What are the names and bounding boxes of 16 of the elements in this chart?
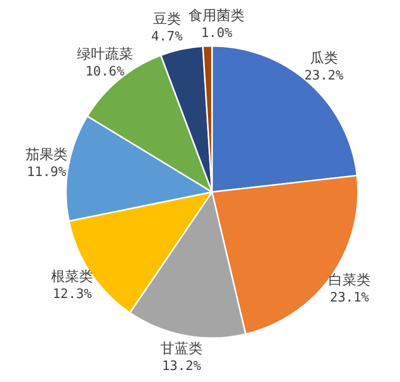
data-label: 23.2% xyxy=(304,68,344,84)
slice-label: 瓜类 xyxy=(310,50,338,67)
slice-label: 根菜类 xyxy=(51,269,94,286)
slice-label: 豆类 xyxy=(152,12,181,28)
slice-label: 白菜类 xyxy=(328,272,370,289)
slice-label: 甘蓝类 xyxy=(160,341,203,358)
slice-label: 食用菌类 xyxy=(188,8,245,24)
data-label: 1.0% xyxy=(201,26,233,42)
data-label: 11.9% xyxy=(26,165,66,180)
slice-label: 绿叶蔬菜 xyxy=(76,46,133,63)
data-label: 23.1% xyxy=(330,290,370,306)
slice-label: 茄果类 xyxy=(26,147,68,164)
data-label: 13.2% xyxy=(162,359,202,374)
data-label: 10.6% xyxy=(85,64,125,80)
data-label: 12.3% xyxy=(52,287,92,302)
data-label: 4.7% xyxy=(151,30,183,45)
